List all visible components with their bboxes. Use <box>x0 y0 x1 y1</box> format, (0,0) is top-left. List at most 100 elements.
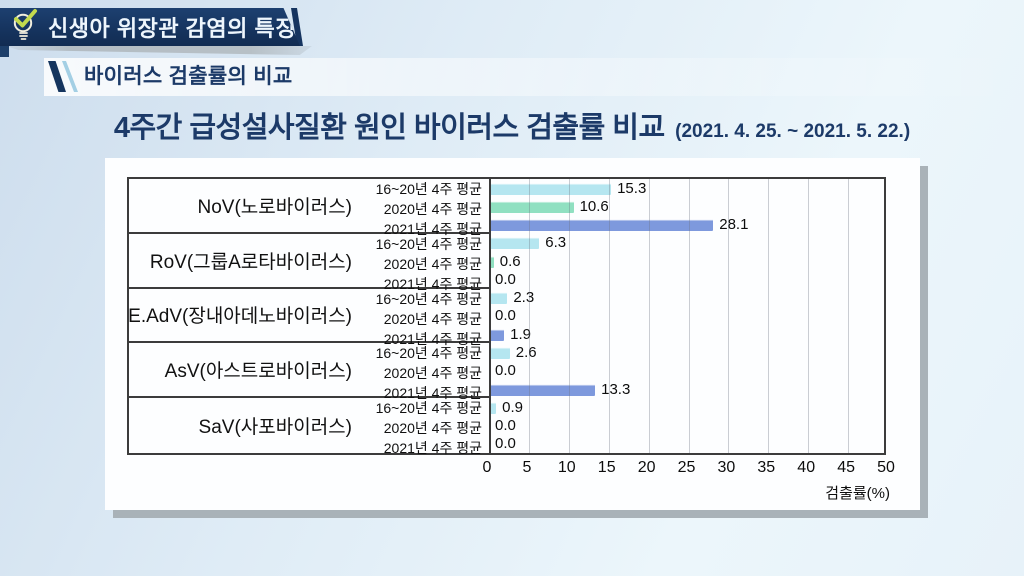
bar-row: 13.3 <box>489 380 884 398</box>
bars-column: 15.3 10.6 28.1 <box>489 179 884 234</box>
virus-name-label: SaV(사포바이러스) <box>198 417 352 439</box>
bar-row: 2.6 <box>489 343 884 361</box>
bar <box>489 236 540 250</box>
bar-value-label: 0.0 <box>495 362 516 380</box>
bar-row: 2.3 <box>489 289 884 307</box>
x-tick-label: 10 <box>557 459 576 476</box>
label-region: RoV(그룹A로타바이러스) 16~20년 4주 평균 2020년 4주 평균 202… <box>129 234 489 292</box>
bars-column: 6.3 0.6 0.0 <box>489 234 884 289</box>
bars-column: 2.6 0.0 13.3 <box>489 343 884 398</box>
label-region: E.AdV(장내아데노바이러스) 16~20년 4주 평균 2020년 4주 평균 2… <box>128 289 489 347</box>
page-title: 신생아 위장관 감염의 특징 <box>48 16 296 41</box>
series-label: 2021년 4주 평균 <box>383 221 482 237</box>
bars-column: 2.3 0.0 1.9 <box>489 289 884 344</box>
bar-value-label: 15.3 <box>617 179 647 197</box>
series-label-column: 16~20년 4주 평균 2020년 4주 평균 2021년 4주 평균 <box>362 343 489 401</box>
bars-column: 0.9 0.0 0.0 <box>489 398 884 453</box>
x-tick-label: 25 <box>677 459 696 476</box>
series-label: 2020년 4주 평균 <box>383 365 482 382</box>
x-tick-label: 15 <box>597 459 616 476</box>
virus-group-row: RoV(그룹A로타바이러스) 16~20년 4주 평균 2020년 4주 평균 202… <box>129 234 884 292</box>
bar <box>489 218 714 232</box>
bar-row: 10.6 <box>489 197 884 215</box>
banner-shadow <box>6 46 312 55</box>
bar-row: 0.0 <box>489 362 884 380</box>
virus-group-row: E.AdV(장내아데노바이러스) 16~20년 4주 평균 2020년 4주 평균 2… <box>128 289 884 347</box>
series-label: 2021년 4주 평균 <box>383 440 482 457</box>
series-label-column: 16~20년 4주 평균 2020년 4주 평균 2021년 4주 평균 <box>362 398 489 456</box>
bar-value-label: 0.0 <box>495 435 516 453</box>
bar <box>489 382 596 396</box>
bar-row: 15.3 <box>489 179 884 197</box>
series-label: 2020년 4주 평균 <box>383 310 482 327</box>
lightbulb-check-icon <box>8 8 40 46</box>
bar-row: 1.9 <box>489 325 884 343</box>
label-region: AsV(아스트로바이러스) 16~20년 4주 평균 2020년 4주 평균 2021… <box>129 343 489 401</box>
x-tick-label: 40 <box>797 459 816 476</box>
header-banner: 신생아 위장관 감염의 특징 <box>0 8 300 46</box>
banner-tab <box>0 46 9 57</box>
series-label: 2021년 4주 평균 <box>383 275 482 292</box>
virus-name-label: AsV(아스트로바이러스) <box>164 361 352 383</box>
series-label: 2020년 4주 평균 <box>383 201 482 217</box>
x-axis-ticks: 0 5 10 15 20 25 30 35 40 45 50 <box>127 459 895 479</box>
series-label: 2020년 4주 평균 <box>383 255 482 272</box>
bar-row: 0.0 <box>489 435 884 453</box>
x-tick-label: 35 <box>757 459 776 476</box>
series-label-column: 16~20년 4주 평균 2020년 4주 평균 2021년 4주 평균 <box>362 234 489 292</box>
virus-name-label: E.AdV(장내아데노바이러스) <box>128 306 352 328</box>
bar-value-label: 2.6 <box>515 344 537 362</box>
series-label: 16~20년 4주 평균 <box>375 290 482 307</box>
bar <box>489 346 510 360</box>
bar <box>489 181 612 195</box>
virus-name-label: NoV(노로바이러스) <box>197 196 353 218</box>
chart-table: NoV(노로바이러스) 16~20년 4주 평균 2020년 4주 평균 2021년 … <box>127 177 886 456</box>
bar-value-label: 28.1 <box>719 216 749 234</box>
series-label: 16~20년 4주 평균 <box>375 181 482 197</box>
chart-panel: NoV(노로바이러스) 16~20년 4주 평균 2020년 4주 평균 2021년 … <box>105 158 920 510</box>
label-region: NoV(노로바이러스) 16~20년 4주 평균 2020년 4주 평균 2021년 … <box>129 179 489 237</box>
x-tick-label: 20 <box>637 459 656 476</box>
bar-row: 0.9 <box>489 398 884 416</box>
series-label-column: 16~20년 4주 평균 2020년 4주 평균 2021년 4주 평균 <box>362 289 489 347</box>
bar-row: 0.6 <box>489 252 884 270</box>
label-region: SaV(사포바이러스) 16~20년 4주 평균 2020년 4주 평균 2021년 … <box>129 398 489 456</box>
bar-value-label: 0.6 <box>499 252 521 270</box>
bar <box>489 254 494 268</box>
bar-value-label: 2.3 <box>513 289 535 307</box>
series-label: 16~20년 4주 평균 <box>375 400 482 417</box>
x-tick-label: 50 <box>877 459 895 476</box>
chart-title: 4주간 급성설사질환 원인 바이러스 검출률 비교 (2021. 4. 25. … <box>0 104 1024 146</box>
x-tick-label: 0 <box>482 459 492 476</box>
bar-value-label: 1.9 <box>510 325 532 343</box>
bar-value-label: 13.3 <box>601 380 631 398</box>
bar <box>489 291 508 305</box>
bar-row: 0.0 <box>489 307 884 325</box>
x-tick-label: 45 <box>837 459 855 476</box>
bar-value-label: 0.0 <box>495 307 516 325</box>
bar-row: 0.0 <box>489 270 884 288</box>
subtitle-band <box>44 58 1024 96</box>
virus-group-row: NoV(노로바이러스) 16~20년 4주 평균 2020년 4주 평균 2021년 … <box>129 179 884 237</box>
virus-group-row: SaV(사포바이러스) 16~20년 4주 평균 2020년 4주 평균 2021년 … <box>129 398 884 456</box>
x-axis-label: 검출률(%) <box>825 485 890 502</box>
bar-value-label: 6.3 <box>545 234 567 252</box>
x-tick-label: 5 <box>522 459 532 476</box>
bar-value-label: 0.0 <box>495 270 516 288</box>
virus-group-row: AsV(아스트로바이러스) 16~20년 4주 평균 2020년 4주 평균 2021… <box>129 343 884 401</box>
bar <box>489 400 497 414</box>
x-tick-label: 30 <box>717 459 736 476</box>
bar-value-label: 0.0 <box>495 417 516 435</box>
series-label: 16~20년 4주 평균 <box>375 235 482 252</box>
series-label: 2021년 4주 평균 <box>383 385 482 402</box>
chart-title-main: 4주간 급성설사질환 원인 바이러스 검출률 비교 <box>113 112 665 144</box>
chart-title-period: (2021. 4. 25. ~ 2021. 5. 22.) <box>675 121 911 142</box>
bar <box>489 327 505 341</box>
bar-row: 6.3 <box>489 234 884 252</box>
series-label: 2021년 4주 평균 <box>383 330 482 347</box>
series-label: 16~20년 4주 평균 <box>375 345 482 362</box>
bar-row: 0.0 <box>489 416 884 434</box>
section-subtitle: 바이러스 검출률의 비교 <box>84 65 293 88</box>
bar-value-label: 10.6 <box>579 197 609 215</box>
bar <box>489 199 574 213</box>
